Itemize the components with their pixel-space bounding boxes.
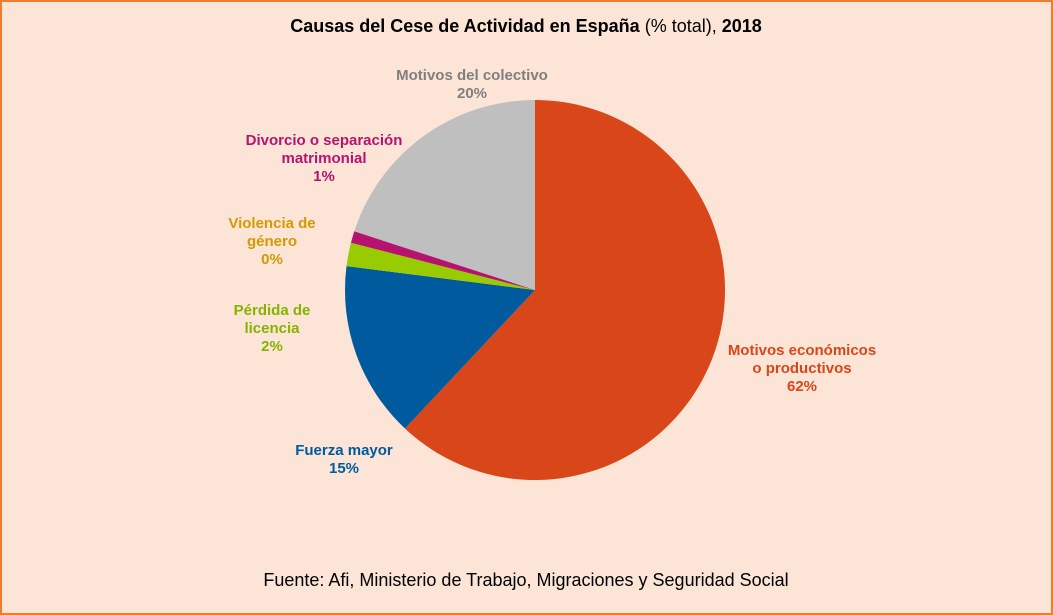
pie-slice bbox=[404, 100, 726, 481]
pie-slice bbox=[344, 266, 535, 429]
value-label: 20% bbox=[456, 85, 488, 102]
title-main: Causas del Cese de Actividad en España bbox=[290, 16, 640, 36]
pie-slice bbox=[350, 231, 535, 290]
category-label: Motivos del colectivo bbox=[396, 67, 548, 84]
slice-label: Pérdida de licencia 2% bbox=[212, 302, 332, 356]
title-year: 2018 bbox=[722, 16, 762, 36]
value-label: 62% bbox=[786, 378, 818, 395]
slice-label: Divorcio o separación matrimonial 1% bbox=[219, 132, 429, 186]
source: Fuente: Afi, Ministerio de Trabajo, Migr… bbox=[263, 570, 788, 590]
value-label: 0% bbox=[261, 251, 283, 268]
category-label: Motivos económicos o productivos bbox=[727, 342, 877, 377]
slice-label: Violencia de género 0% bbox=[212, 215, 332, 269]
title-unit: (% total), bbox=[645, 16, 717, 36]
category-label: Fuerza mayor bbox=[295, 442, 393, 459]
chart-title: Causas del Cese de Actividad en España (%… bbox=[290, 16, 762, 36]
slice-label: Motivos del colectivo 20% bbox=[367, 67, 577, 103]
slice-label: Motivos económicos o productivos 62% bbox=[727, 342, 877, 396]
value-label: 1% bbox=[313, 168, 335, 185]
category-label: Violencia de género bbox=[228, 215, 316, 250]
pie-slice bbox=[354, 100, 535, 290]
value-label: 2% bbox=[261, 338, 283, 355]
value-label: 15% bbox=[328, 460, 360, 477]
category-label: Divorcio o separación matrimonial bbox=[245, 132, 403, 167]
category-label: Pérdida de licencia bbox=[233, 302, 311, 337]
pie-slice bbox=[346, 242, 535, 290]
slice-label: Fuerza mayor 15% bbox=[269, 442, 419, 478]
